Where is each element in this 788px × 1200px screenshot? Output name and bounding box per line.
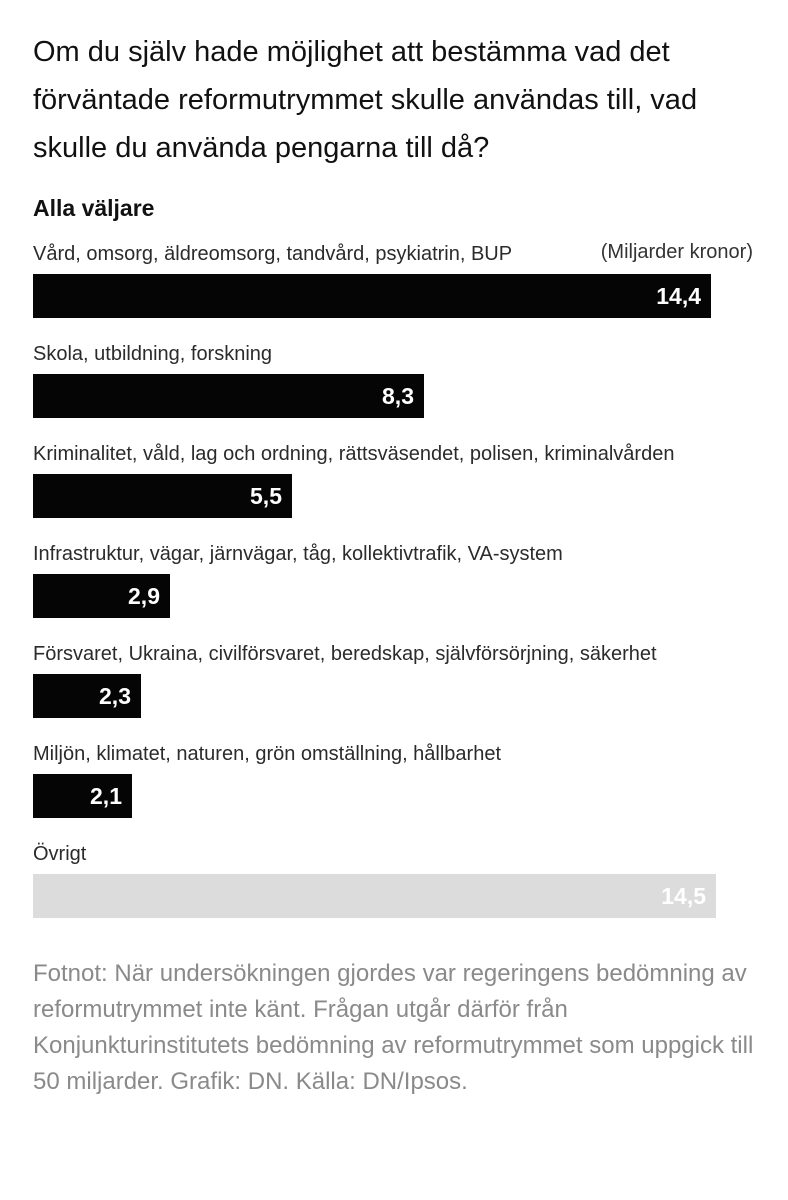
unit-label: (Miljarder kronor) [600,241,753,263]
bar: 8,3 [33,374,424,418]
bar-value-label: 8,3 [382,383,414,409]
bar-row: Infrastruktur, vägar, järnvägar, tåg, ko… [33,541,763,621]
bar-value-label: 14,4 [656,283,701,309]
bar-category-label: Kriminalitet, våld, lag och ordning, rät… [33,443,675,465]
bar: 2,1 [33,774,132,818]
bar-value-label: 2,1 [90,783,122,809]
chart-subtitle: Alla väljare [33,195,155,221]
bar-row: Vård, omsorg, äldreomsorg, tandvård, psy… [33,241,763,321]
bar: 14,4 [33,274,711,318]
chart-title: Om du själv hade möjlighet att bestämma … [33,36,698,164]
bar-category-label: Vård, omsorg, äldreomsorg, tandvård, psy… [33,243,513,265]
bar-row: Övrigt 14,5 [33,841,763,921]
bar: 2,3 [33,674,141,718]
bar-value-label: 5,5 [250,483,282,509]
bar: 5,5 [33,474,292,518]
bar-category-label: Övrigt [33,843,87,865]
bar-category-label: Miljön, klimatet, naturen, grön omställn… [33,743,502,765]
bar: 2,9 [33,574,170,618]
bar-row: Miljön, klimatet, naturen, grön omställn… [33,741,763,821]
bar-row: Skola, utbildning, forskning 8,3 [33,341,763,421]
bar-value-label: 14,5 [661,883,706,909]
bar-row: Kriminalitet, våld, lag och ordning, rät… [33,441,763,521]
bar-category-label: Försvaret, Ukraina, civilförsvaret, bere… [33,643,657,665]
bar-category-label: Infrastruktur, vägar, järnvägar, tåg, ko… [33,543,563,565]
bar-value-label: 2,3 [99,683,131,709]
footnote: Fotnot: När undersökningen gjordes var r… [33,960,754,1095]
bar: 14,5 [33,874,716,918]
bar-value-label: 2,9 [128,583,160,609]
bar-category-label: Skola, utbildning, forskning [33,343,273,365]
bar-row: Försvaret, Ukraina, civilförsvaret, bere… [33,641,763,721]
